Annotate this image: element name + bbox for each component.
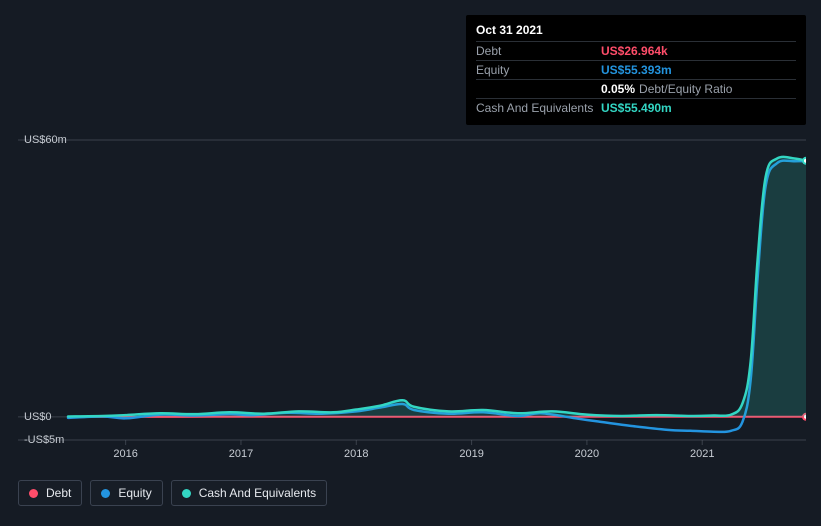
tooltip-label: Cash And Equivalents	[476, 101, 601, 115]
legend-swatch	[29, 489, 38, 498]
tooltip-row: DebtUS$26.964k	[476, 41, 796, 60]
tooltip-row: 0.05%Debt/Equity Ratio	[476, 79, 796, 98]
legend-swatch	[101, 489, 110, 498]
tooltip-label: Equity	[476, 63, 601, 77]
tooltip-date: Oct 31 2021	[476, 23, 796, 41]
legend-label: Debt	[46, 486, 71, 500]
tooltip-row: Cash And EquivalentsUS$55.490m	[476, 98, 796, 117]
legend-item-debt[interactable]: Debt	[18, 480, 82, 506]
tooltip-value: 0.05%Debt/Equity Ratio	[601, 82, 732, 96]
y-axis-tick-label: -US$5m	[24, 434, 64, 446]
tooltip-row: EquityUS$55.393m	[476, 60, 796, 79]
tooltip-value: US$55.393m	[601, 63, 672, 77]
x-axis-tick-label: 2016	[113, 448, 137, 460]
x-axis-tick-label: 2021	[690, 448, 714, 460]
x-axis-tick-label: 2020	[575, 448, 599, 460]
y-axis-tick-label: US$60m	[24, 134, 67, 146]
chart-svg	[18, 120, 806, 450]
chart-tooltip: Oct 31 2021 DebtUS$26.964kEquityUS$55.39…	[466, 15, 806, 125]
chart-legend: Debt Equity Cash And Equivalents	[18, 480, 327, 506]
tooltip-value: US$26.964k	[601, 44, 668, 58]
x-axis-tick-label: 2017	[229, 448, 253, 460]
x-axis-tick-label: 2018	[344, 448, 368, 460]
legend-swatch	[182, 489, 191, 498]
legend-label: Equity	[118, 486, 151, 500]
legend-item-cash-and-equivalents[interactable]: Cash And Equivalents	[171, 480, 327, 506]
tooltip-value: US$55.490m	[601, 101, 672, 115]
legend-item-equity[interactable]: Equity	[90, 480, 162, 506]
debt-equity-chart: US$60m US$0 -US$5m	[18, 120, 806, 450]
tooltip-label: Debt	[476, 44, 601, 58]
tooltip-label	[476, 82, 601, 96]
y-axis-tick-label: US$0	[24, 411, 52, 423]
x-axis-labels: 2016 2017 2018 2019 2020 2021	[18, 448, 806, 468]
tooltip-rows: DebtUS$26.964kEquityUS$55.393m0.05%Debt/…	[476, 41, 796, 117]
x-axis-tick-label: 2019	[459, 448, 483, 460]
legend-label: Cash And Equivalents	[199, 486, 316, 500]
